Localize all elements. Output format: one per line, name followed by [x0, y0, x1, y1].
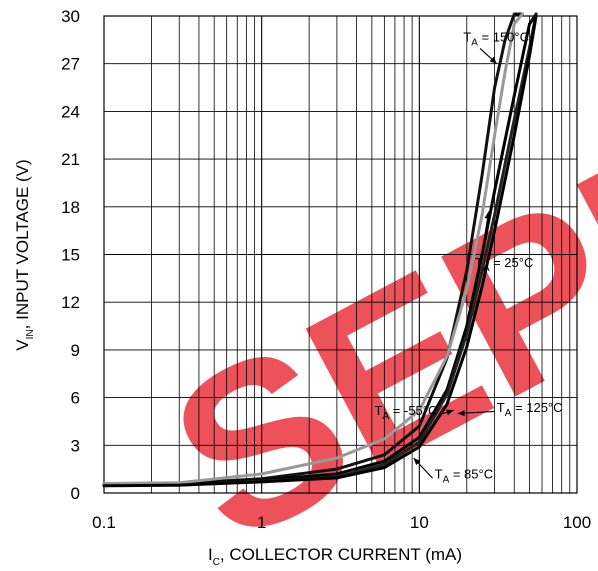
y-tick-label: 0 — [71, 484, 80, 503]
x-tick-label: 0.1 — [92, 513, 116, 532]
x-axis-label: IC, COLLECTOR CURRENT (mA) — [208, 545, 462, 568]
chart-series — [102, 12, 538, 488]
series-line-tm55 — [102, 12, 524, 485]
y-tick-label: 18 — [61, 198, 80, 217]
watermark: SEPH — [133, 70, 598, 571]
annotation-a85: TA = 85°C — [435, 467, 494, 486]
annotation-arrow-a150 — [479, 48, 498, 65]
x-tick-label: 10 — [410, 513, 429, 532]
annotation-a150: TA = 150°C — [463, 29, 529, 48]
annotation-arrow-a125 — [457, 410, 495, 417]
series-line-t85 — [102, 14, 538, 488]
annotation-arrow-am55 — [439, 409, 454, 416]
y-tick-label: 24 — [61, 102, 80, 121]
y-tick-label: 15 — [61, 246, 80, 265]
y-axis-label: VIN, INPUT VOLTAGE (V) — [13, 159, 36, 350]
chart-annotations: TA = 150°C TA = 25°C TA = -55°C TA = 125°C T… — [375, 29, 563, 485]
y-tick-label: 6 — [71, 389, 80, 408]
annotation-am55: TA = -55°C — [375, 403, 438, 422]
chart-grid — [104, 16, 577, 493]
x-tick-label: 100 — [563, 513, 591, 532]
x-tick-label: 1 — [257, 513, 266, 532]
annotation-a25: TA = 25°C — [475, 255, 534, 274]
watermark-text: SEPH — [133, 70, 598, 571]
y-tick-label: 21 — [61, 150, 80, 169]
annotation-arrow-a25 — [481, 211, 491, 256]
annotation-arrow-a85 — [413, 457, 434, 479]
plot-frame — [103, 15, 578, 494]
annotation-a125: TA = 125°C — [497, 400, 563, 419]
tick-labels: 0.1 1 10 100 0 3 6 9 12 15 18 21 24 27 30 — [61, 7, 591, 532]
y-tick-label: 12 — [61, 293, 80, 312]
y-tick-label: 9 — [71, 341, 80, 360]
y-tick-label: 27 — [61, 55, 80, 74]
y-tick-label: 30 — [61, 7, 80, 26]
y-tick-label: 3 — [71, 436, 80, 455]
